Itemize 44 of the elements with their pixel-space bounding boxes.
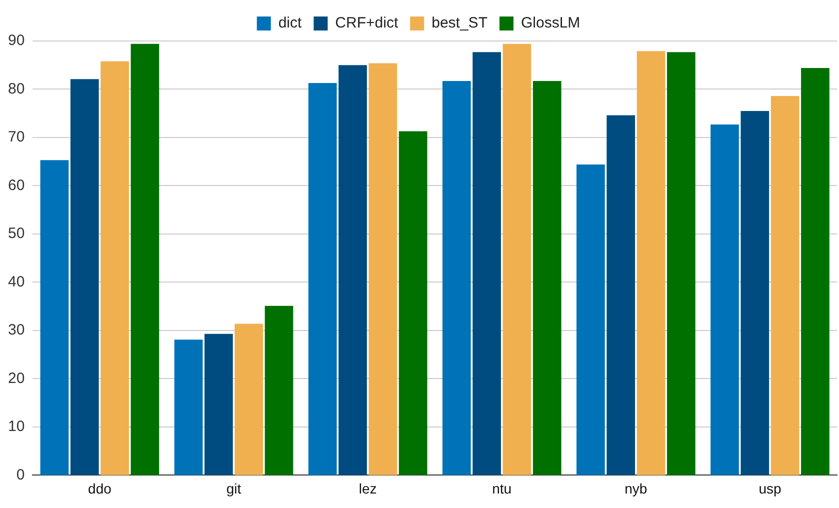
bar — [606, 115, 636, 476]
bar — [398, 131, 428, 476]
x-tick-label: ntu — [492, 480, 512, 496]
y-tick-label: 60 — [8, 176, 25, 194]
legend-label: dict — [278, 14, 303, 32]
bar — [234, 324, 264, 476]
bar — [368, 63, 398, 476]
bar — [666, 52, 696, 476]
bar — [532, 81, 562, 476]
x-tick-label: ddo — [88, 480, 112, 496]
bar — [308, 82, 337, 476]
bar — [100, 61, 129, 476]
bar — [338, 65, 367, 476]
x-tick-label: lez — [358, 480, 377, 496]
legend-label: best_ST — [432, 14, 488, 32]
bar — [740, 110, 770, 476]
legend-label: CRF+dict — [335, 14, 399, 32]
bar — [576, 164, 605, 476]
y-tick-label: 70 — [8, 128, 25, 146]
bar — [636, 51, 666, 476]
y-tick-label: 80 — [8, 80, 25, 98]
bar — [442, 81, 471, 476]
bar — [204, 334, 233, 476]
bar — [502, 44, 532, 476]
y-tick-label: 30 — [8, 322, 25, 339]
y-tick-label: 90 — [8, 32, 25, 50]
bar — [801, 68, 830, 476]
y-tick-label: 50 — [8, 225, 25, 242]
y-tick-label: 40 — [8, 273, 25, 290]
y-tick-label: 0 — [16, 466, 25, 484]
x-tick-label: git — [226, 480, 242, 496]
legend-label: GlossLM — [520, 14, 580, 32]
bar — [472, 52, 501, 476]
y-tick-label: 20 — [8, 370, 25, 387]
x-tick-label: nyb — [624, 480, 648, 496]
x-tick-label: usp — [758, 480, 782, 496]
bar — [130, 44, 160, 476]
bar — [264, 306, 294, 476]
bar — [70, 79, 99, 476]
bar — [174, 340, 203, 476]
bar — [710, 124, 739, 476]
bar — [770, 96, 800, 476]
y-tick-label: 10 — [8, 418, 25, 436]
bar — [40, 160, 69, 476]
